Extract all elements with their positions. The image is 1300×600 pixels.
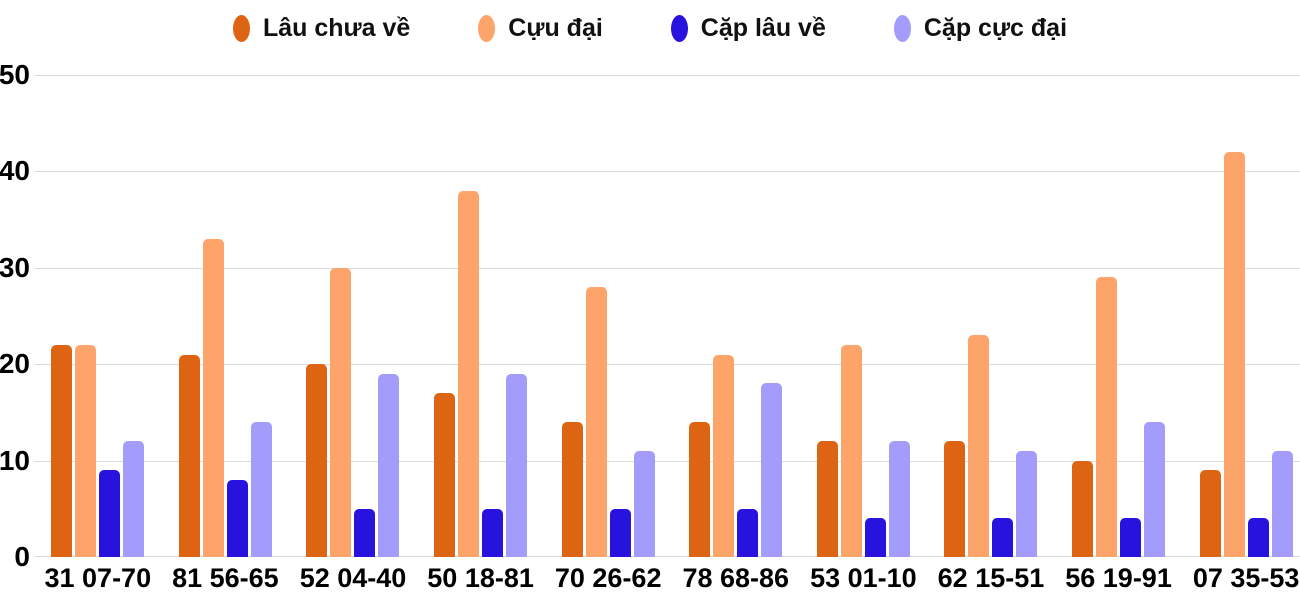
y-axis: 0 10 20 30 40 50 [0, 61, 30, 571]
legend-marker-icon [893, 14, 911, 42]
gridline-40 [34, 171, 1300, 173]
gridline-10 [34, 460, 1300, 462]
bar-cap-lau-ve-52-04-40[interactable] [354, 508, 376, 557]
bar-cuu-ai-52-04-40[interactable] [330, 267, 352, 557]
bar-cap-lau-ve-62-15-51[interactable] [992, 518, 1014, 557]
x-tick-label-81-56-65: 81 56-65 [172, 563, 279, 593]
bar-cap-cuc-ai-53-01-10[interactable] [888, 441, 910, 557]
legend-marker-icon [478, 14, 496, 42]
legend-item-cap-lau-ve[interactable]: Cặp lâu về [670, 13, 826, 43]
bar-group-52-04-40 [289, 75, 417, 557]
gridline-0 [34, 556, 1300, 557]
x-tick-label-56-19-91: 56 19-91 [1065, 563, 1172, 593]
bar-group-62-15-51 [927, 75, 1055, 557]
bar-cuu-ai-56-19-91[interactable] [1096, 277, 1118, 557]
x-tick-label-07-35-53: 07 35-53 [1192, 563, 1300, 593]
bar-cap-lau-ve-31-07-70[interactable] [99, 470, 121, 557]
bar-cuu-ai-62-15-51[interactable] [968, 335, 990, 557]
gridline-50 [34, 75, 1300, 76]
bar-cap-cuc-ai-62-15-51[interactable] [1016, 450, 1038, 557]
bar-lau-chua-ve-81-56-65[interactable] [178, 354, 200, 557]
bar-cap-cuc-ai-78-68-86[interactable] [761, 383, 783, 557]
bar-group-56-19-91 [1055, 75, 1183, 557]
plot-area [34, 75, 1300, 557]
y-tick-label-20: 20 [0, 348, 30, 380]
bar-cap-cuc-ai-70-26-62[interactable] [633, 450, 655, 557]
bar-lau-chua-ve-53-01-10[interactable] [816, 441, 838, 557]
bar-group-78-68-86 [672, 75, 800, 557]
bar-cap-cuc-ai-31-07-70[interactable] [123, 441, 145, 557]
legend-label: Cặp cực đại [923, 13, 1068, 42]
legend-item-cuu-ai[interactable]: Cựu đại [478, 14, 603, 43]
y-tick-label-0: 0 [14, 541, 30, 572]
y-tick-label-40: 40 [0, 155, 30, 187]
x-tick-label-62-15-51: 62 15-51 [937, 563, 1045, 593]
bar-cap-cuc-ai-07-35-53[interactable] [1271, 450, 1293, 557]
bar-cap-cuc-ai-56-19-91[interactable] [1144, 422, 1166, 557]
bar-group-70-26-62 [544, 75, 672, 557]
legend-item-lau-chua-ve[interactable]: Lâu chưa về [232, 13, 411, 43]
bar-cap-lau-ve-53-01-10[interactable] [864, 518, 886, 557]
bar-cuu-ai-70-26-62[interactable] [585, 287, 607, 557]
y-tick-label-30: 30 [0, 251, 30, 283]
y-tick-label-10: 10 [0, 444, 30, 476]
x-tick-label-70-26-62: 70 26-62 [554, 563, 662, 593]
legend-marker-icon [670, 14, 688, 42]
bar-cap-lau-ve-81-56-65[interactable] [226, 479, 248, 557]
bar-cap-cuc-ai-52-04-40[interactable] [378, 373, 400, 557]
legend-label: Cựu đại [508, 13, 603, 42]
x-tick-label-50-18-81: 50 18-81 [427, 563, 534, 593]
bar-lau-chua-ve-56-19-91[interactable] [1072, 460, 1094, 557]
x-tick-label-78-68-86: 78 68-86 [682, 563, 790, 593]
bar-cuu-ai-07-35-53[interactable] [1223, 152, 1245, 557]
bar-group-53-01-10 [800, 75, 928, 557]
legend-marker-icon [232, 14, 250, 42]
bar-group-50-18-81 [417, 75, 545, 557]
x-tick-label-53-01-10: 53 01-10 [810, 563, 917, 593]
bar-lau-chua-ve-62-15-51[interactable] [944, 441, 966, 557]
bar-cuu-ai-81-56-65[interactable] [202, 238, 224, 557]
bar-cap-lau-ve-78-68-86[interactable] [737, 508, 759, 557]
x-tick-label-52-04-40: 52 04-40 [299, 563, 407, 593]
legend-label: Cặp lâu về [700, 13, 826, 42]
bars [34, 75, 1300, 557]
legend-label: Lâu chưa về [262, 13, 411, 42]
bar-lau-chua-ve-52-04-40[interactable] [306, 364, 328, 557]
bar-cap-lau-ve-70-26-62[interactable] [609, 508, 631, 557]
bar-group-07-35-53 [1182, 75, 1300, 557]
x-axis: 31 07-70 81 56-65 52 04-40 50 18-81 70 26-62… [34, 563, 1300, 594]
bar-lau-chua-ve-31-07-70[interactable] [51, 344, 73, 557]
bar-cap-lau-ve-56-19-91[interactable] [1120, 518, 1142, 557]
bar-cuu-ai-78-68-86[interactable] [713, 354, 735, 557]
bar-lau-chua-ve-50-18-81[interactable] [434, 393, 456, 557]
bar-lau-chua-ve-07-35-53[interactable] [1199, 470, 1221, 557]
x-tick-label-31-07-70: 31 07-70 [44, 563, 152, 593]
bar-group-81-56-65 [162, 75, 290, 557]
bar-cuu-ai-53-01-10[interactable] [840, 344, 862, 557]
bar-cap-cuc-ai-50-18-81[interactable] [506, 373, 528, 557]
bar-cuu-ai-31-07-70[interactable] [75, 344, 97, 557]
legend-item-cap-cuc-ai[interactable]: Cặp cực đại [893, 13, 1068, 43]
bar-group-31-07-70 [34, 75, 162, 557]
bar-lau-chua-ve-70-26-62[interactable] [561, 422, 583, 557]
bar-cap-lau-ve-07-35-53[interactable] [1247, 518, 1269, 557]
gridline-20 [34, 364, 1300, 366]
y-tick-label-50: 50 [0, 59, 30, 90]
bar-cap-cuc-ai-81-56-65[interactable] [250, 422, 272, 557]
bar-cuu-ai-50-18-81[interactable] [458, 190, 480, 557]
legend: Lâu chưa về Cựu đại Cặp lâu về Cặp cực đại [0, 6, 1300, 50]
bar-cap-lau-ve-50-18-81[interactable] [482, 508, 504, 557]
bar-lau-chua-ve-78-68-86[interactable] [689, 422, 711, 557]
gridline-30 [34, 267, 1300, 269]
